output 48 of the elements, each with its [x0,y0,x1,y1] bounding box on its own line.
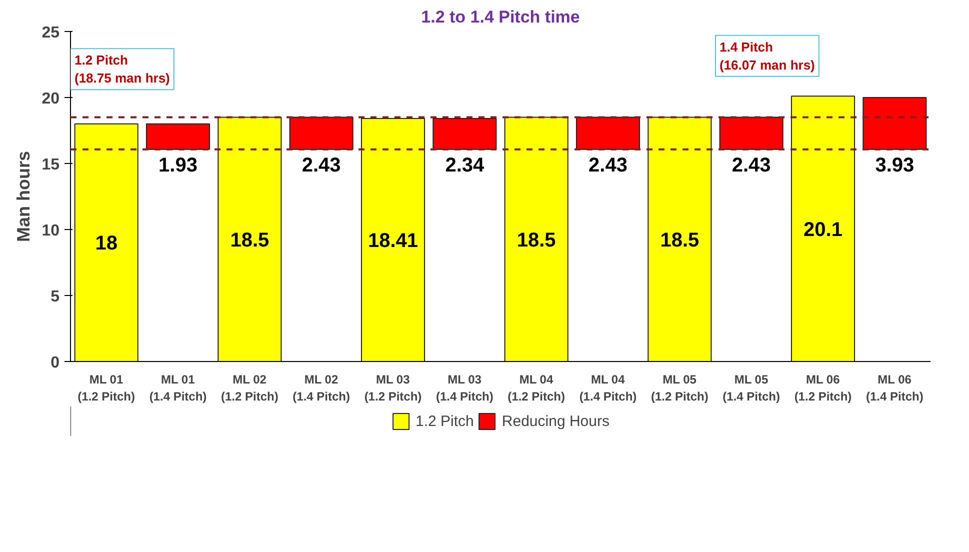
x-tick-label: ML 06 (1.2 Pitch) [794,372,852,404]
x-tick-label: ML 05 (1.4 Pitch) [722,372,780,404]
y-tick-label: 0 [50,354,60,372]
annotation: 1.2 Pitch (18.75 man hrs) [74,52,170,86]
data-label: 3.93 [875,154,914,176]
data-label: 2.43 [732,154,771,176]
legend-label: 1.2 Pitch [416,412,474,430]
x-tick-label: ML 04 (1.2 Pitch) [508,372,566,404]
y-axis-title: Man hours [14,150,34,242]
bar [432,118,497,150]
legend-label: Reducing Hours [502,412,610,430]
x-tick-label: ML 03 (1.4 Pitch) [436,372,494,404]
data-label: 18 [95,232,118,255]
data-label: 18.5 [516,229,556,252]
bar [719,116,784,150]
bar [648,116,712,362]
x-tick-label: ML 01 (1.2 Pitch) [78,372,136,404]
bar [862,97,927,150]
chart-title: 1.2 to 1.4 Pitch time [421,8,580,26]
x-tick-label: ML 02 (1.4 Pitch) [292,372,350,404]
data-label: 2.43 [588,154,628,176]
bar [74,123,138,362]
y-tick-label: 15 [42,156,60,174]
x-tick-label: ML 02 (1.2 Pitch) [220,372,278,404]
x-tick-label: ML 01 (1.4 Pitch) [149,372,207,404]
y-tick-label: 25 [42,24,60,42]
data-label: 18.5 [230,229,270,252]
x-tick-label: ML 06 (1.4 Pitch) [866,372,924,404]
bar [790,96,856,362]
x-tick-label: ML 03 (1.2 Pitch) [364,372,422,404]
data-label: 18.5 [660,229,700,252]
y-tick-label: 10 [42,222,60,240]
data-label: 20.1 [804,218,842,241]
annotation: 1.4 Pitch (16.07 man hrs) [720,39,815,72]
x-tick-label: ML 04 (1.4 Pitch) [579,372,637,404]
data-label: 2.43 [302,154,341,176]
data-label: 1.93 [158,154,198,176]
bar [504,116,568,362]
data-label: 18.41 [368,230,418,252]
bar [289,116,354,150]
y-tick-label: 20 [42,90,60,108]
y-tick-label: 5 [50,288,60,306]
x-tick-label: ML 05 (1.2 Pitch) [650,372,708,404]
data-label: 2.34 [445,154,486,176]
bar [576,116,640,150]
bar [146,123,210,150]
bar [360,118,426,362]
bar [218,116,282,362]
